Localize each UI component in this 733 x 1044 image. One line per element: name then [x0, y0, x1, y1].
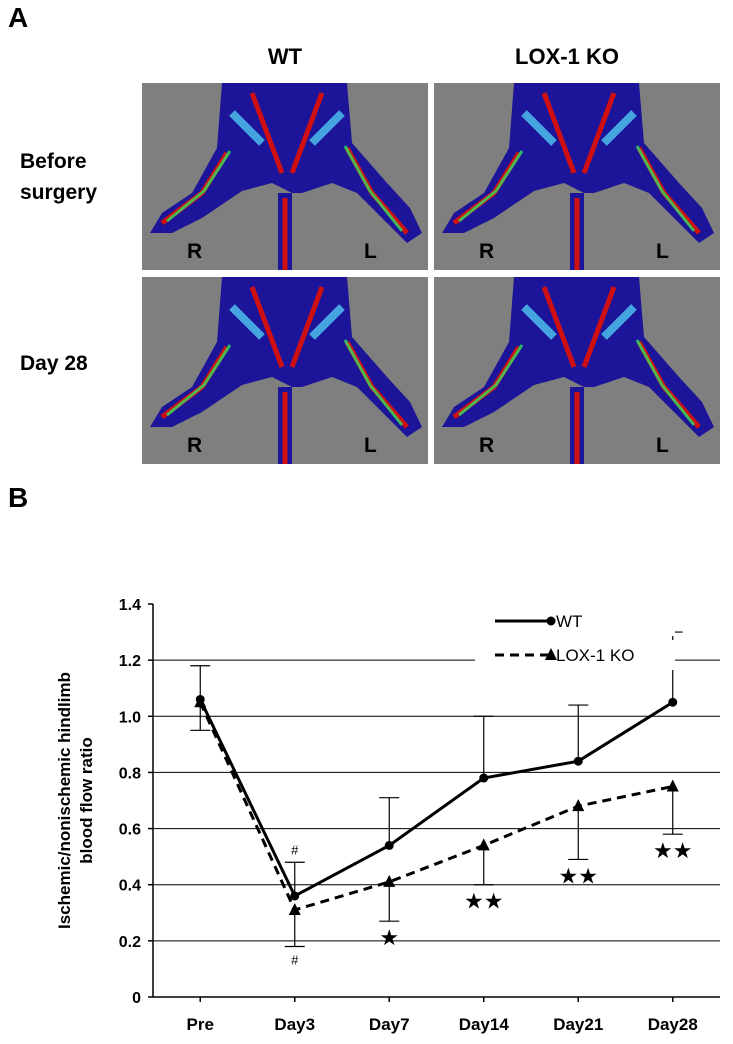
annotation: ★★: [653, 838, 692, 863]
legend-marker: [545, 648, 557, 660]
side-label: L: [364, 240, 377, 263]
data-point: [479, 773, 489, 783]
y-tick-label: 1.4: [119, 597, 141, 614]
annotation: ★★: [559, 863, 598, 888]
y-tick-label: 0: [132, 990, 141, 1007]
panel-label: A: [8, 2, 29, 33]
series-line: [198, 698, 674, 899]
x-tick-label: Day21: [553, 1015, 603, 1034]
annotation: #: [291, 952, 299, 967]
y-tick-label: 0.2: [119, 934, 141, 951]
annotation: ★: [379, 925, 399, 950]
row-label: Before surgery: [20, 150, 98, 204]
data-point: [477, 838, 490, 851]
annotation: ★★: [464, 889, 503, 914]
y-axis-label: Ischemic/nonischemic hindlimb: [55, 672, 74, 929]
x-tick-label: Pre: [187, 1015, 214, 1034]
data-point: [668, 697, 678, 707]
y-tick-label: 0.8: [119, 765, 141, 782]
data-point: [288, 902, 301, 915]
side-label: R: [187, 240, 202, 263]
row-label: Day 28: [20, 352, 88, 375]
image-wt-day28: [142, 277, 428, 464]
image-ko-before: [434, 83, 720, 270]
annotation: #: [291, 842, 299, 857]
legend-label: LOX-1 KO: [556, 646, 634, 665]
column-label: LOX-1 KO: [515, 44, 619, 69]
data-point: [384, 840, 394, 850]
x-tick-label: Day28: [648, 1015, 698, 1034]
image-ko-day28: [434, 277, 720, 464]
data-point: [194, 695, 207, 708]
legend-label: WT: [556, 612, 582, 631]
legend-marker: [546, 616, 556, 626]
image-wt-before: [142, 83, 428, 270]
data-point: [666, 779, 679, 792]
data-point: [383, 874, 396, 887]
data-point: [290, 891, 300, 901]
side-label: R: [479, 240, 494, 263]
data-point: [572, 799, 585, 812]
y-tick-label: 1.2: [119, 653, 141, 670]
y-tick-label: 0.4: [119, 878, 141, 895]
side-label: L: [364, 434, 377, 457]
y-tick-label: 1.0: [119, 709, 141, 726]
y-tick-label: 0.6: [119, 822, 141, 839]
series-line: [198, 701, 674, 912]
side-label: L: [656, 434, 669, 457]
y-axis-label: blood flow ratio: [77, 737, 96, 864]
side-label: R: [187, 434, 202, 457]
x-tick-label: Day3: [274, 1015, 315, 1034]
panel-label: B: [8, 482, 29, 513]
column-label: WT: [267, 44, 303, 69]
legend-bg: [475, 640, 675, 670]
side-label: R: [479, 434, 494, 457]
x-tick-label: Day14: [459, 1015, 510, 1034]
x-tick-label: Day7: [369, 1015, 410, 1034]
side-label: L: [656, 240, 669, 263]
data-point: [573, 756, 583, 766]
